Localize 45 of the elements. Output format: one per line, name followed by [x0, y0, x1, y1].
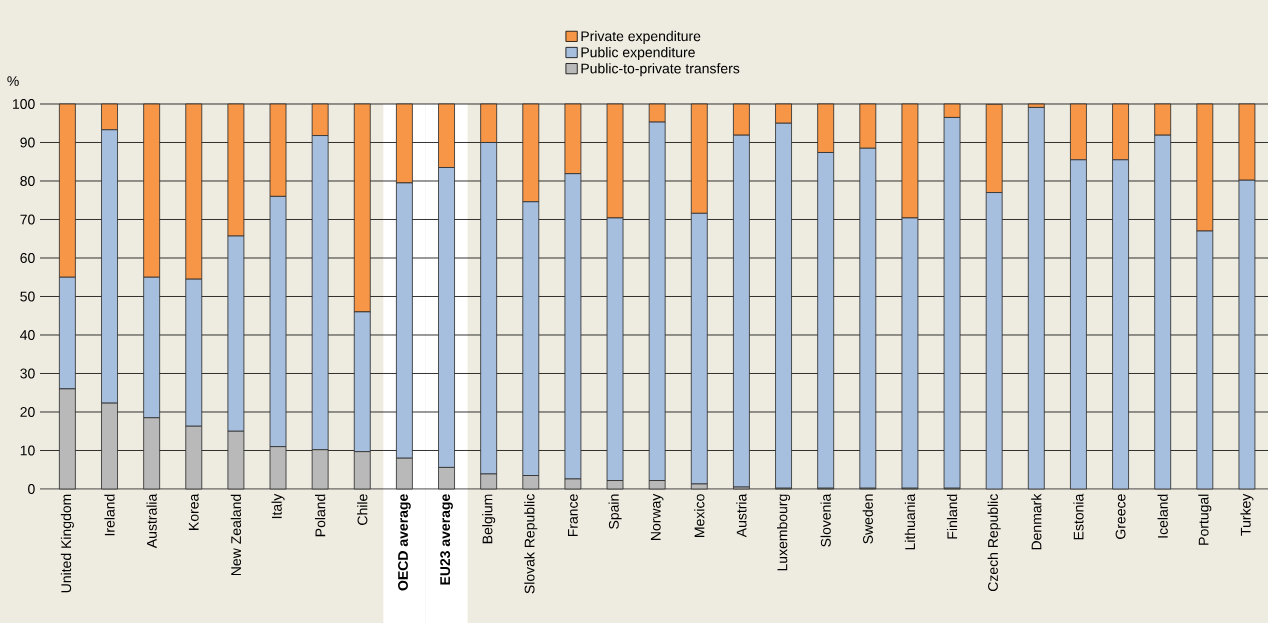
- legend-label: Public expenditure: [581, 47, 695, 61]
- legend-label: Public-to-private transfers: [581, 63, 740, 77]
- y-tick-label: 90: [20, 137, 35, 148]
- y-tick-label: 80: [20, 176, 35, 186]
- x-tick-label: Italy: [271, 493, 285, 519]
- x-tick-label: Spain: [608, 494, 622, 529]
- x-tick-label: United Kingdom: [60, 494, 74, 593]
- y-tick-label: 0: [28, 484, 35, 494]
- x-tick-label: Belgium: [482, 494, 496, 544]
- bar: [1027, 107, 1045, 490]
- x-tick-label: Poland: [315, 494, 326, 537]
- x-tick-label: Slovenia: [820, 493, 831, 547]
- x-tick-label: Iceland: [1157, 494, 1168, 538]
- y-tick-label: 60: [20, 253, 35, 263]
- x-tick-label: Turkey: [1240, 493, 1254, 536]
- x-tick-label: Slovak Republic: [524, 494, 538, 594]
- x-tick-label: Estonia: [1073, 493, 1084, 540]
- x-tick-label: Australia: [146, 493, 157, 549]
- x-tick-label: Sweden: [862, 494, 873, 544]
- x-tick-label: Finland: [946, 494, 958, 539]
- y-tick-label: 50: [20, 291, 35, 302]
- x-tick-label: Austria: [736, 493, 747, 538]
- y-tick-label: 30: [20, 368, 35, 379]
- legend-label: Private expenditure: [581, 30, 701, 44]
- y-tick-label: 100: [13, 99, 35, 109]
- x-tick-label: Lithuania: [904, 493, 916, 550]
- x-tick-label: Denmark: [1031, 493, 1042, 550]
- y-tick-label: 20: [20, 407, 35, 417]
- y-tick-label: 10: [20, 445, 35, 456]
- x-tick-label: EU23 average: [440, 494, 453, 585]
- y-axis-title: %: [7, 76, 19, 86]
- x-tick-label: Chile: [357, 494, 368, 525]
- x-tick-label: Luxembourg: [777, 494, 791, 571]
- x-tick-label: Korea: [188, 493, 199, 530]
- x-tick-label: Ireland: [104, 494, 115, 536]
- y-tick-label: 40: [20, 330, 35, 340]
- x-tick-label: France: [568, 494, 578, 537]
- x-tick-label: Norway: [650, 493, 664, 540]
- x-tick-label: Mexico: [694, 494, 705, 537]
- x-tick-label: Czech Republic: [987, 494, 1001, 592]
- x-tick-label: Greece: [1115, 494, 1126, 539]
- x-tick-label: OECD average: [398, 494, 411, 591]
- x-tick-label: New Zealand: [230, 494, 242, 576]
- x-tick-label: Portugal: [1198, 494, 1212, 545]
- y-tick-label: 70: [20, 214, 35, 225]
